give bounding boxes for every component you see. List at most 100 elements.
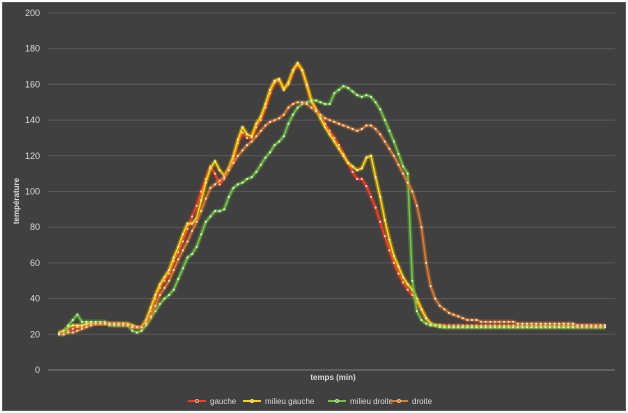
- data-point: [392, 140, 395, 143]
- legend-label: milieu droite: [350, 397, 394, 406]
- data-point: [392, 254, 395, 257]
- data-point: [516, 326, 519, 329]
- data-point: [392, 261, 395, 264]
- data-point: [213, 210, 217, 213]
- data-point: [379, 195, 382, 198]
- data-point: [365, 94, 368, 97]
- data-point: [246, 177, 249, 181]
- data-point: [383, 219, 386, 222]
- legend-marker: [334, 398, 340, 404]
- data-point: [168, 272, 171, 275]
- data-point: [512, 320, 515, 323]
- data-point: [76, 329, 79, 332]
- data-point: [567, 326, 570, 329]
- data-point: [415, 310, 418, 313]
- data-point: [149, 315, 152, 318]
- data-point: [333, 120, 336, 123]
- data-point: [466, 324, 469, 327]
- data-point: [314, 110, 317, 113]
- data-point: [457, 315, 460, 318]
- data-point: [241, 131, 244, 134]
- data-point: [516, 322, 519, 325]
- data-point: [360, 95, 363, 98]
- data-point: [140, 329, 143, 332]
- data-point: [103, 322, 106, 325]
- data-point: [71, 324, 74, 327]
- data-point: [246, 144, 249, 147]
- data-point: [365, 156, 368, 159]
- data-point: [273, 144, 276, 147]
- data-point: [365, 124, 368, 127]
- data-point: [461, 326, 464, 329]
- data-point: [544, 322, 547, 325]
- data-point: [333, 92, 336, 95]
- data-point: [223, 208, 226, 211]
- data-point: [397, 272, 400, 275]
- y-tick-label: 40: [30, 294, 40, 304]
- data-point: [158, 283, 161, 286]
- data-point: [218, 210, 221, 213]
- data-point: [99, 322, 102, 325]
- data-point: [154, 293, 157, 297]
- data-point: [269, 151, 272, 154]
- data-point: [548, 322, 552, 325]
- data-point: [67, 331, 70, 334]
- data-point: [347, 86, 350, 90]
- data-point: [360, 177, 363, 181]
- data-point: [259, 119, 262, 122]
- data-point: [195, 245, 198, 248]
- data-point: [296, 101, 299, 104]
- data-point: [131, 324, 134, 327]
- data-point: [250, 140, 253, 143]
- data-point: [213, 160, 217, 163]
- data-point: [264, 124, 267, 127]
- data-point: [356, 177, 359, 181]
- data-point: [255, 170, 258, 173]
- data-point: [558, 324, 561, 327]
- data-point: [90, 322, 93, 325]
- data-point: [452, 326, 455, 329]
- data-point: [209, 167, 212, 170]
- data-point: [411, 293, 414, 297]
- data-point: [379, 133, 382, 136]
- data-point: [452, 324, 455, 327]
- data-point: [200, 190, 203, 193]
- data-point: [57, 333, 61, 336]
- data-point: [539, 326, 542, 329]
- data-point: [397, 152, 400, 156]
- data-point: [305, 101, 308, 104]
- data-point: [264, 102, 267, 106]
- data-point: [425, 317, 428, 320]
- data-point: [76, 326, 79, 329]
- data-point: [117, 324, 120, 327]
- data-point: [544, 324, 547, 327]
- data-point: [80, 320, 83, 323]
- data-point: [90, 324, 93, 327]
- data-point: [415, 297, 418, 300]
- data-point: [411, 190, 414, 193]
- data-point: [62, 329, 65, 332]
- data-point: [186, 256, 189, 259]
- data-point: [457, 324, 460, 327]
- data-point: [241, 181, 244, 184]
- data-point: [181, 233, 184, 236]
- data-point: [236, 154, 239, 157]
- data-point: [223, 176, 226, 179]
- data-point: [337, 88, 340, 91]
- data-point: [498, 320, 501, 323]
- data-point: [71, 331, 74, 334]
- data-point: [374, 101, 377, 104]
- data-point: [420, 226, 423, 229]
- data-point: [191, 215, 194, 218]
- data-point: [553, 322, 556, 325]
- data-point: [461, 317, 464, 320]
- data-point: [200, 233, 203, 236]
- data-point: [347, 126, 350, 129]
- data-point: [172, 288, 175, 291]
- data-point: [324, 122, 327, 125]
- data-point: [62, 333, 65, 336]
- data-point: [76, 324, 79, 327]
- legend-marker: [249, 398, 255, 404]
- data-point: [163, 279, 166, 282]
